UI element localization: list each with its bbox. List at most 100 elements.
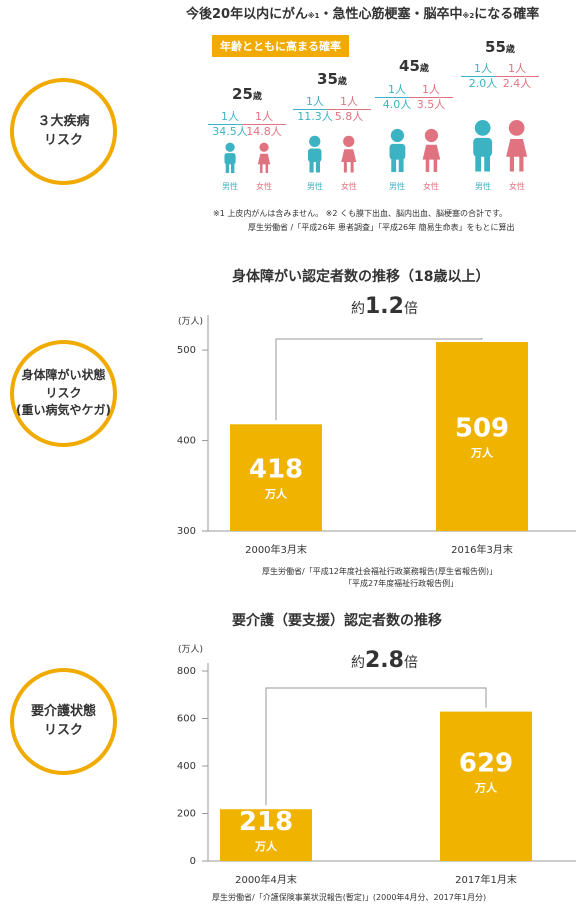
rate-denominator: 2.0人 xyxy=(468,77,498,91)
female-rate: 1人 5.8人 xyxy=(327,95,371,123)
chart1-source2: 「平成27年度福祉行政報告例」 xyxy=(344,579,459,588)
rate-numerator: 1人 xyxy=(327,95,371,111)
rate-numerator: 1人 xyxy=(208,110,252,126)
section1-note: ※1 上皮内がんは含みません。 ※2 くも膜下出血、脳内出血、脳梗塞の合計です。 xyxy=(213,209,508,218)
chart2-svg: (万人) 0 200 400 600 800 218 万人 2000年4月末 629 万人 2017年… xyxy=(177,644,576,886)
y-axis-unit: (万人) xyxy=(178,316,203,327)
female-rate: 1人 3.5人 xyxy=(409,83,453,111)
rate-denominator: 14.8人 xyxy=(246,125,282,139)
age-label: 35歳 xyxy=(302,70,362,88)
age-label: 45歳 xyxy=(384,57,444,75)
male-person-icon xyxy=(469,119,496,178)
male-rate: 1人 2.0人 xyxy=(461,62,505,90)
female-rate: 1人 14.8人 xyxy=(242,110,286,138)
ratio-suffix: 倍 xyxy=(403,301,418,317)
y-tick-label: 400 xyxy=(177,436,196,447)
male-rate: 1人 4.0人 xyxy=(375,83,419,111)
x-category-label: 2017年1月末 xyxy=(455,873,517,886)
male-person-icon xyxy=(386,128,409,178)
age-label: 55歳 xyxy=(470,38,530,56)
male-label: 男性 xyxy=(389,182,405,191)
ratio-value: 1.2 xyxy=(365,294,404,319)
chart2-source: 厚生労働省/「介護保険事業状況報告(暫定)」(2000年4月分、2017年1月分… xyxy=(212,893,487,902)
bar-unit-label: 万人 xyxy=(474,780,498,794)
chart2-ratio: 約2.8倍 xyxy=(351,648,418,673)
title-part: になる確率 xyxy=(474,7,540,22)
rate-denominator: 11.3人 xyxy=(297,110,333,124)
chart1-title: 身体障がい認定者数の推移（18歳以上） xyxy=(232,269,490,285)
y-tick-label: 500 xyxy=(177,345,196,356)
chart1-source: 厚生労働省/「平成12年度社会福祉行政業務報告(厚生省報告例)」 xyxy=(262,567,498,576)
x-category-label: 2000年4月末 xyxy=(235,873,297,886)
ratio-prefix: 約 xyxy=(351,655,365,671)
male-rate: 1人 34.5人 xyxy=(208,110,252,138)
bar xyxy=(230,424,322,531)
rate-denominator: 4.0人 xyxy=(382,98,412,112)
age-unit: 歳 xyxy=(505,45,515,55)
bar xyxy=(436,341,528,531)
risk-circle-major-diseases: ３大疾病 リスク xyxy=(10,78,117,185)
chart1-ratio: 約1.2倍 xyxy=(351,294,418,319)
comparison-bracket xyxy=(265,687,487,806)
rate-denominator: 34.5人 xyxy=(212,125,248,139)
rate-numerator: 1人 xyxy=(461,62,505,78)
rate-numerator: 1人 xyxy=(375,83,419,99)
title-part: 今後20年以内にがん xyxy=(186,7,308,22)
age-value: 25 xyxy=(232,85,253,103)
bar-value-label: 509 xyxy=(455,413,509,443)
y-tick-label: 600 xyxy=(177,714,196,725)
male-person-icon xyxy=(222,142,238,178)
female-person-icon xyxy=(339,135,359,178)
y-tick-label: 300 xyxy=(177,526,196,537)
ratio-value: 2.8 xyxy=(365,648,404,673)
age-value: 35 xyxy=(317,70,338,88)
risk-circle-label: ３大疾病 リスク xyxy=(37,113,90,148)
female-person-icon xyxy=(503,119,530,178)
age-badge: 年齢とともに高まる確率 xyxy=(212,35,349,57)
y-axis-unit: (万人) xyxy=(178,644,203,655)
bar-value-label: 418 xyxy=(249,455,303,485)
risk-circle-nursing-care: 要介護状態 リスク xyxy=(10,668,117,775)
ratio-suffix: 倍 xyxy=(403,655,418,671)
female-rate: 1人 2.4人 xyxy=(495,62,539,90)
section1-title: 今後20年以内にがん※1・急性心筋梗塞・脳卒中※2になる確率 xyxy=(186,3,539,22)
y-tick-label: 400 xyxy=(177,761,196,772)
bar xyxy=(220,809,312,861)
rate-numerator: 1人 xyxy=(293,95,337,111)
female-label: 女性 xyxy=(256,182,272,191)
risk-circle-label: 要介護状態 リスク xyxy=(30,703,96,738)
risk-circle-label: 身体障がい状態 リスク (重い病気やケガ) xyxy=(16,368,111,418)
age-label: 25歳 xyxy=(217,85,277,103)
comparison-bracket xyxy=(275,337,483,421)
rate-denominator: 3.5人 xyxy=(416,98,446,112)
rate-numerator: 1人 xyxy=(495,62,539,78)
age-value: 55 xyxy=(485,38,506,56)
female-label: 女性 xyxy=(341,182,357,191)
chart2-title: 要介護（要支援）認定者数の推移 xyxy=(232,613,442,629)
bar-value-label: 218 xyxy=(239,807,293,837)
female-label: 女性 xyxy=(509,182,525,191)
y-tick-label: 0 xyxy=(190,856,196,867)
male-label: 男性 xyxy=(475,182,491,191)
age-unit: 歳 xyxy=(252,92,262,102)
bar-unit-label: 万人 xyxy=(254,839,278,853)
section1-source: 厚生労働省 /「平成26年 患者調査」「平成26年 簡易生命表」をもとに算出 xyxy=(248,223,515,232)
title-note: ※2 xyxy=(462,12,475,20)
male-person-icon xyxy=(305,135,325,178)
risk-circle-disability: 身体障がい状態 リスク (重い病気やケガ) xyxy=(10,340,117,447)
rate-numerator: 1人 xyxy=(409,83,453,99)
bar-value-label: 629 xyxy=(459,748,513,778)
x-category-label: 2016年3月末 xyxy=(451,543,513,556)
y-tick-label: 800 xyxy=(177,666,196,677)
rate-denominator: 2.4人 xyxy=(502,77,532,91)
female-person-icon xyxy=(256,142,272,178)
title-note: ※1 xyxy=(307,12,320,20)
age-value: 45 xyxy=(399,57,420,75)
rate-denominator: 5.8人 xyxy=(334,110,364,124)
rate-numerator: 1人 xyxy=(242,110,286,126)
bar-unit-label: 万人 xyxy=(470,445,494,459)
female-person-icon xyxy=(420,128,443,178)
female-label: 女性 xyxy=(423,182,439,191)
x-category-label: 2000年3月末 xyxy=(245,543,307,556)
title-part: ・急性心筋梗塞・脳卒中 xyxy=(319,7,463,22)
